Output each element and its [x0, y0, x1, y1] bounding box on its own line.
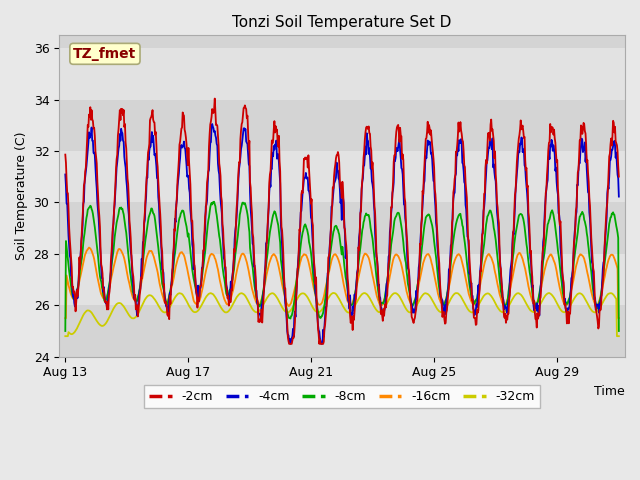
Y-axis label: Soil Temperature (C): Soil Temperature (C)	[15, 132, 28, 260]
X-axis label: Time: Time	[595, 385, 625, 398]
Bar	[59, 48, 625, 100]
Legend: -2cm, -4cm, -8cm, -16cm, -32cm: -2cm, -4cm, -8cm, -16cm, -32cm	[144, 385, 540, 408]
Bar	[59, 305, 625, 357]
Title: Tonzi Soil Temperature Set D: Tonzi Soil Temperature Set D	[232, 15, 452, 30]
Bar	[59, 151, 625, 203]
Bar	[59, 203, 625, 254]
Bar	[59, 254, 625, 305]
Bar	[59, 100, 625, 151]
Text: TZ_fmet: TZ_fmet	[74, 47, 136, 61]
